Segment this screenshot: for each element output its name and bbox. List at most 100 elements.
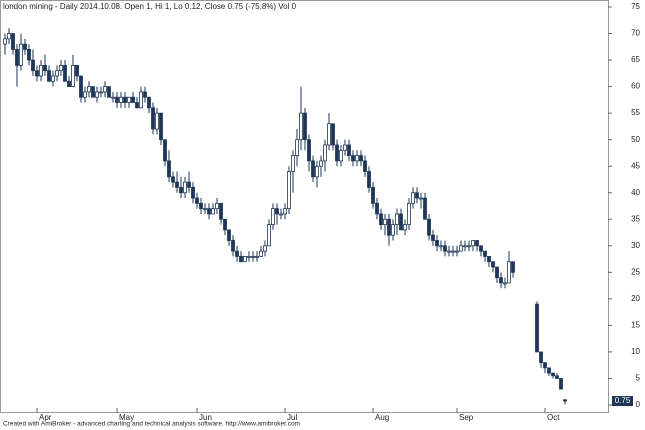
candle-body [375, 202, 379, 215]
candle-body [59, 64, 63, 72]
y-tick-label: 0 [636, 400, 641, 409]
x-tick-label: May [119, 413, 134, 422]
candle-body [367, 171, 371, 188]
candle-body [487, 256, 491, 263]
candle-body [355, 155, 359, 162]
y-tick-label: 50 [631, 135, 640, 144]
candle-body [363, 160, 367, 172]
candle-body [251, 256, 255, 258]
candle-body [87, 86, 91, 93]
candle-body [95, 91, 99, 98]
candle-body [155, 112, 159, 130]
y-tick-label: 65 [631, 55, 640, 64]
candle-body [463, 245, 467, 248]
candle-body [195, 197, 199, 204]
candle-body [307, 139, 311, 162]
candle-body [51, 75, 55, 82]
candle-body [383, 218, 387, 225]
candle-body [147, 96, 151, 109]
candle-body [455, 250, 459, 253]
candle-body [123, 96, 127, 103]
candle-body [159, 112, 163, 141]
y-tick-label: 70 [631, 29, 640, 38]
candle-body [399, 213, 403, 231]
candle-body [443, 245, 447, 252]
candle-body [75, 64, 79, 77]
candle-body [403, 224, 407, 231]
x-tick-label: Aug [375, 413, 389, 422]
candle-body [207, 208, 211, 215]
candle-body [559, 378, 563, 390]
candle-body [311, 160, 315, 178]
candle-body [435, 240, 439, 247]
candle-body [475, 240, 479, 247]
candle-body [187, 181, 191, 188]
candle-body [243, 256, 247, 263]
candle-body [415, 192, 419, 199]
candle-body [199, 202, 203, 210]
candle-body [39, 64, 43, 77]
candle-body [411, 192, 415, 204]
candle-body [15, 49, 19, 66]
candle-body [303, 112, 307, 141]
candle-body [275, 208, 279, 215]
candle-body [379, 213, 383, 225]
candle-body [127, 96, 131, 103]
candle-body [55, 70, 59, 77]
candle-body [35, 70, 39, 77]
candle-body [27, 49, 31, 61]
candle-body [19, 43, 23, 66]
candle-body [259, 250, 263, 257]
y-tick-label: 10 [631, 347, 640, 356]
candle-body [183, 181, 187, 194]
candle-body [447, 250, 451, 253]
candle-body [491, 261, 495, 268]
candle-body [499, 277, 503, 284]
y-tick-label: 30 [631, 241, 640, 250]
candle-body [111, 96, 115, 99]
candle-body [371, 187, 375, 204]
candle-body [507, 261, 511, 284]
x-tick-label: Oct [547, 413, 560, 422]
candle-body [451, 250, 455, 253]
chart-title: london mining - Daily 2014.10.08. Open 1… [3, 2, 297, 11]
candle-body [79, 75, 83, 98]
candle-body [247, 256, 251, 258]
candle-body [143, 91, 147, 98]
candle-body [359, 155, 363, 162]
candle-body [539, 351, 543, 363]
candle-body [175, 181, 179, 188]
candle-body [135, 102, 139, 109]
candle-body [283, 208, 287, 215]
candle-body [23, 43, 27, 50]
candle-body [395, 213, 399, 225]
candle-body [471, 240, 475, 247]
candle-body [263, 245, 267, 252]
y-tick-label: 40 [631, 188, 640, 197]
candle-body [203, 208, 207, 211]
candle-body [555, 375, 559, 379]
y-tick-label: 25 [631, 267, 640, 276]
candle-body [103, 86, 107, 93]
y-tick-label: 45 [631, 161, 640, 170]
candle-body [191, 187, 195, 199]
candle-body [163, 139, 167, 162]
x-tick-label: Jun [199, 413, 212, 422]
candle-body [99, 91, 103, 94]
candle-body [327, 123, 331, 146]
candle-body [419, 197, 423, 200]
candle-body [63, 64, 67, 82]
x-tick-label: Sep [459, 413, 474, 422]
candle-body [535, 303, 539, 353]
x-tick-label: Apr [39, 413, 52, 422]
plot-frame [0, 0, 609, 413]
candle-body [271, 208, 275, 225]
candle-body [387, 218, 391, 236]
candle-body [467, 245, 471, 248]
candle-body [295, 139, 299, 156]
candle-body [331, 123, 335, 146]
candle-body [427, 218, 431, 236]
candle-body [239, 256, 243, 263]
candle-body [43, 64, 47, 72]
